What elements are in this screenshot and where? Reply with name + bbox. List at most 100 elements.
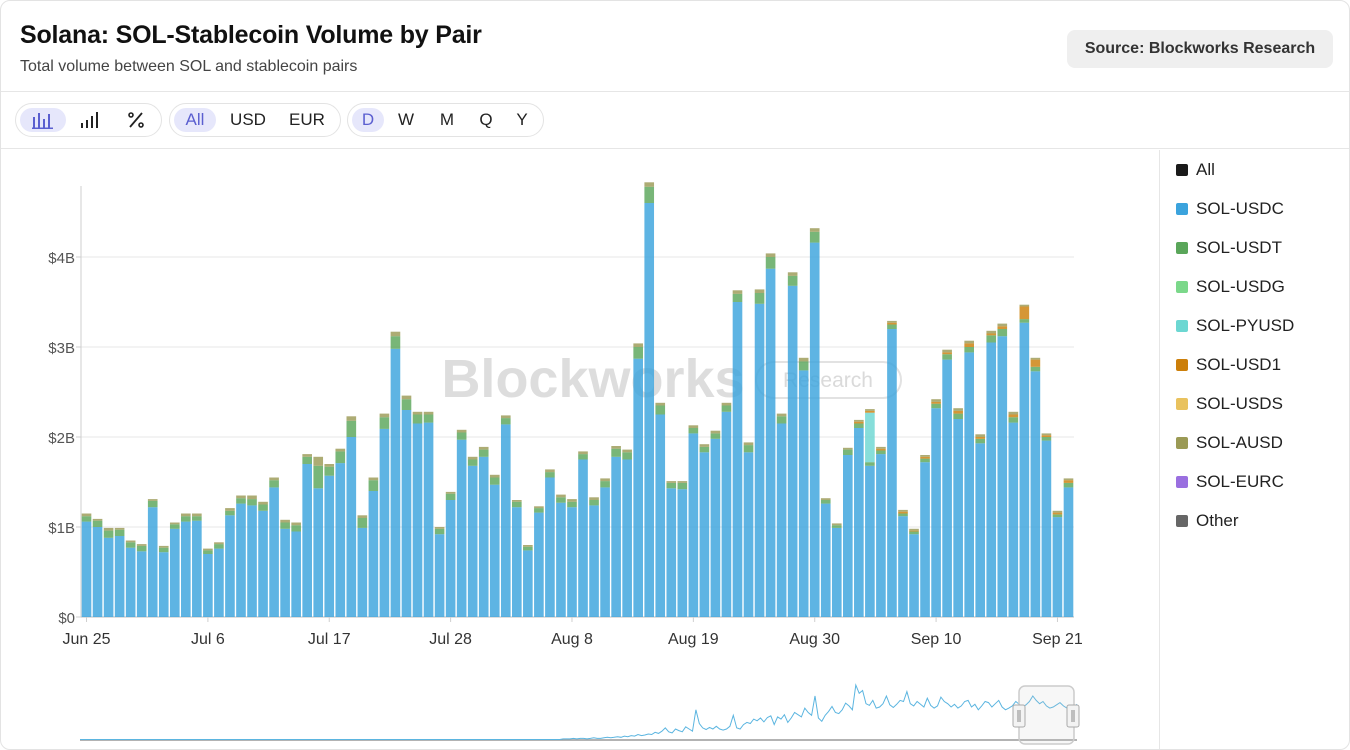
bar-segment-sol-ausd[interactable] xyxy=(534,506,544,509)
bar-segment-sol-usdt[interactable] xyxy=(600,481,610,488)
bar-segment-sol-usdt[interactable] xyxy=(567,501,577,508)
bar-segment-sol-usdt[interactable] xyxy=(931,403,941,409)
bar-segment-sol-usdc[interactable] xyxy=(478,456,489,617)
navigator-handle-right[interactable] xyxy=(1066,704,1080,728)
bar-segment-sol-usd1[interactable] xyxy=(953,410,963,414)
bar-segment-sol-ausd[interactable] xyxy=(203,548,213,551)
bar-segment-sol-usdc[interactable] xyxy=(677,489,688,617)
bar-segment-sol-usdt[interactable] xyxy=(214,544,224,549)
bar-segment-sol-usdt[interactable] xyxy=(854,423,864,429)
bar-segment-sol-usdc[interactable] xyxy=(181,521,191,617)
bar-segment-sol-usdt[interactable] xyxy=(92,520,103,527)
bar-segment-sol-usdc[interactable] xyxy=(887,329,897,617)
bar-segment-sol-usdt[interactable] xyxy=(147,500,158,508)
bar-segment-sol-usdc[interactable] xyxy=(578,459,588,618)
bar-segment-sol-ausd[interactable] xyxy=(1041,433,1052,436)
bar-segment-sol-usdt[interactable] xyxy=(247,499,257,506)
bar-segment-sol-usd1[interactable] xyxy=(1052,512,1063,515)
bar-segment-sol-usdc[interactable] xyxy=(467,465,478,617)
bar-segment-sol-ausd[interactable] xyxy=(81,513,92,517)
bar-segment-sol-usdt[interactable] xyxy=(478,449,489,457)
bar-segment-sol-usdt[interactable] xyxy=(589,500,599,506)
bar-segment-sol-usdc[interactable] xyxy=(787,285,798,617)
bar-segment-sol-usdt[interactable] xyxy=(964,347,974,353)
bar-segment-sol-ausd[interactable] xyxy=(103,527,114,531)
bar-segment-sol-usdc[interactable] xyxy=(909,534,919,617)
bar-segment-sol-ausd[interactable] xyxy=(1008,411,1019,415)
bar-segment-sol-usd1[interactable] xyxy=(887,322,897,325)
bar-segment-sol-ausd[interactable] xyxy=(181,513,191,517)
bar-segment-sol-usdc[interactable] xyxy=(589,505,599,617)
bar-segment-sol-usdc[interactable] xyxy=(931,408,941,617)
bar-segment-sol-usdt[interactable] xyxy=(324,466,335,476)
bar-segment-sol-usdc[interactable] xyxy=(1041,440,1052,617)
bar-segment-sol-usdc[interactable] xyxy=(854,428,864,617)
bar-segment-sol-usdc[interactable] xyxy=(103,537,114,617)
bar-segment-sol-ausd[interactable] xyxy=(302,454,312,457)
legend-item-all[interactable]: All xyxy=(1176,160,1215,180)
bar-segment-sol-usdt[interactable] xyxy=(776,416,787,424)
bar-segment-sol-usdt[interactable] xyxy=(942,354,952,360)
bar-segment-sol-usd1[interactable] xyxy=(1019,306,1030,320)
bar-segment-sol-usdc[interactable] xyxy=(699,452,710,617)
bar-segment-sol-ausd[interactable] xyxy=(644,182,655,187)
bar-segment-sol-ausd[interactable] xyxy=(721,402,732,406)
bar-segment-sol-ausd[interactable] xyxy=(214,542,224,545)
bar-segment-sol-usdc[interactable] xyxy=(158,552,169,617)
bar-segment-sol-usdc[interactable] xyxy=(335,463,346,617)
bar-segment-sol-ausd[interactable] xyxy=(412,411,423,415)
bar-segment-sol-ausd[interactable] xyxy=(225,508,235,511)
bar-segment-sol-usdt[interactable] xyxy=(1019,319,1030,323)
bar-segment-sol-usd1[interactable] xyxy=(964,343,974,347)
bar-segment-sol-usdt[interactable] xyxy=(798,361,809,371)
bar-segment-sol-ausd[interactable] xyxy=(556,494,566,498)
bar-segment-sol-usdt[interactable] xyxy=(512,501,522,508)
bar-segment-sol-usdt[interactable] xyxy=(169,524,180,529)
bar-segment-sol-ausd[interactable] xyxy=(512,500,522,502)
bar-segment-sol-usdc[interactable] xyxy=(147,507,158,617)
bar-segment-sol-usdt[interactable] xyxy=(898,513,908,517)
bar-segment-sol-ausd[interactable] xyxy=(699,444,710,447)
bar-segment-sol-usdc[interactable] xyxy=(798,370,809,617)
bar-segment-sol-usdc[interactable] xyxy=(324,475,335,617)
bar-segment-sol-usdt[interactable] xyxy=(523,546,533,551)
bar-segment-sol-usdc[interactable] xyxy=(655,414,666,618)
bar-segment-sol-usdc[interactable] xyxy=(225,515,235,617)
bar-segment-sol-ausd[interactable] xyxy=(114,527,125,530)
bar-segment-sol-usd1[interactable] xyxy=(920,456,930,459)
bar-segment-sol-usdc[interactable] xyxy=(1063,487,1074,617)
bar-segment-sol-usd1[interactable] xyxy=(986,333,997,336)
bar-segment-sol-usdc[interactable] xyxy=(776,423,787,618)
bar-segment-sol-usdt[interactable] xyxy=(390,336,401,349)
navigator-window[interactable] xyxy=(1018,685,1075,745)
bar-segment-sol-ausd[interactable] xyxy=(622,449,632,453)
bar-segment-sol-usdt[interactable] xyxy=(192,516,202,521)
bar-segment-sol-usdt[interactable] xyxy=(556,497,566,503)
bar-segment-sol-usdc[interactable] xyxy=(247,505,257,617)
bar-segment-sol-ausd[interactable] xyxy=(589,497,599,500)
bar-segment-sol-usdc[interactable] xyxy=(1008,422,1019,617)
bar-segment-sol-usdt[interactable] xyxy=(831,525,842,528)
bar-segment-sol-usdc[interactable] xyxy=(423,422,434,617)
bar-segment-sol-usdt[interactable] xyxy=(103,530,114,538)
bar-segment-sol-ausd[interactable] xyxy=(390,331,401,337)
bar-segment-sol-usdc[interactable] xyxy=(92,527,103,617)
bar-segment-sol-usdc[interactable] xyxy=(545,477,555,618)
bar-segment-sol-usdt[interactable] xyxy=(434,528,445,535)
bar-segment-sol-usdc[interactable] xyxy=(346,437,357,617)
bar-segment-sol-usd1[interactable] xyxy=(942,352,952,355)
bar-segment-sol-ausd[interactable] xyxy=(1063,478,1074,481)
currency-usd[interactable]: USD xyxy=(230,110,266,129)
bar-segment-sol-ausd[interactable] xyxy=(445,491,456,494)
bar-segment-sol-usdc[interactable] xyxy=(1052,517,1063,617)
source-button[interactable]: Source: Blockworks Research xyxy=(1067,30,1333,68)
bar-segment-sol-ausd[interactable] xyxy=(357,515,368,518)
bar-segment-sol-ausd[interactable] xyxy=(953,408,963,411)
bar-segment-sol-usdc[interactable] xyxy=(534,512,544,617)
bar-segment-sol-usdt[interactable] xyxy=(456,432,467,440)
bar-segment-sol-usdc[interactable] xyxy=(721,411,732,617)
bar-segment-sol-ausd[interactable] xyxy=(876,446,886,449)
bar-segment-sol-usdt[interactable] xyxy=(578,454,588,460)
bar-segment-sol-usdt[interactable] xyxy=(445,493,456,500)
bar-segment-sol-usdt[interactable] xyxy=(401,399,412,410)
